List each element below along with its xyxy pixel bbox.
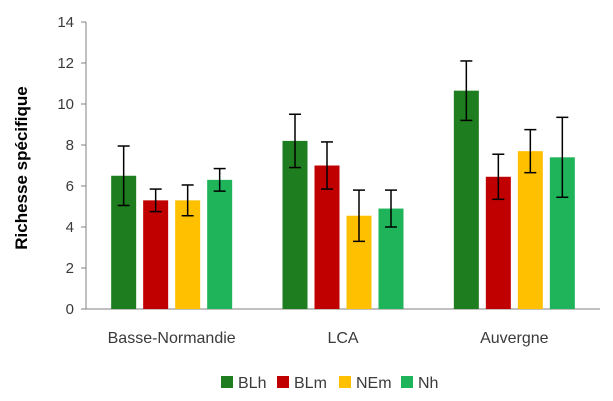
y-tick-label: 4 (66, 219, 74, 236)
bar-NEm-2 (517, 151, 543, 309)
y-tick-label: 2 (66, 260, 74, 277)
legend-swatch-Nh (401, 376, 413, 388)
y-axis: 0 2 4 6 8 10 12 14 (57, 14, 600, 318)
legend-label-Nh: Nh (418, 375, 438, 392)
y-tick-label: 14 (57, 14, 74, 31)
x-category-label: LCA (327, 330, 358, 347)
y-axis-label: Richesse spécifique (12, 86, 31, 249)
y-tick-label: 6 (66, 178, 74, 195)
x-axis-labels: Basse-Normandie LCA Auvergne (108, 330, 549, 347)
bar-plot-area (111, 60, 575, 309)
bar-BLh-2 (453, 90, 479, 309)
y-tick-label: 10 (57, 96, 74, 113)
legend-label-BLh: BLh (238, 375, 266, 392)
legend-swatch-BLh (221, 376, 233, 388)
legend-label-BLm: BLm (294, 375, 327, 392)
y-tick-label: 8 (66, 137, 74, 154)
y-tick-label: 12 (57, 55, 74, 72)
x-category-label: Auvergne (480, 330, 549, 347)
legend: BLh BLm NEm Nh (221, 375, 438, 392)
bar-Nh-0 (207, 179, 233, 309)
legend-label-NEm: NEm (356, 375, 392, 392)
bar-BLh-1 (282, 140, 308, 309)
legend-swatch-NEm (339, 376, 351, 388)
bar-NEm-0 (175, 200, 201, 309)
bar-BLm-0 (143, 200, 169, 309)
legend-swatch-BLm (277, 376, 289, 388)
y-tick-label: 0 (66, 301, 74, 318)
x-category-label: Basse-Normandie (108, 330, 236, 347)
